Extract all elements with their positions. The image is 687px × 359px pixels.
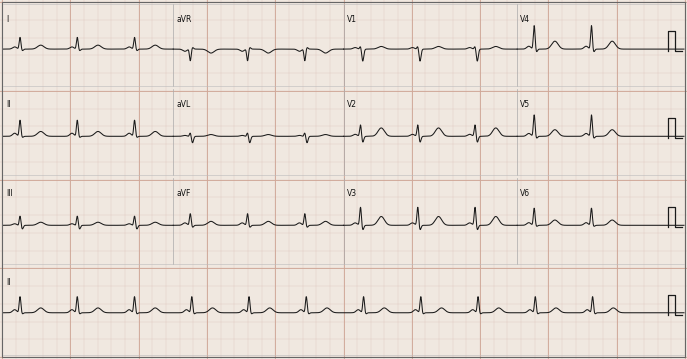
- Text: aVR: aVR: [177, 15, 192, 24]
- Text: I: I: [6, 15, 8, 24]
- Text: II: II: [6, 100, 10, 109]
- Text: V2: V2: [346, 100, 357, 109]
- Text: V5: V5: [520, 100, 530, 109]
- Text: V6: V6: [520, 189, 530, 198]
- Text: V3: V3: [346, 189, 357, 198]
- Text: II: II: [6, 278, 10, 287]
- Text: V4: V4: [520, 15, 530, 24]
- Text: V1: V1: [346, 15, 357, 24]
- Text: aVL: aVL: [177, 100, 190, 109]
- Text: III: III: [6, 189, 13, 198]
- Text: aVF: aVF: [177, 189, 190, 198]
